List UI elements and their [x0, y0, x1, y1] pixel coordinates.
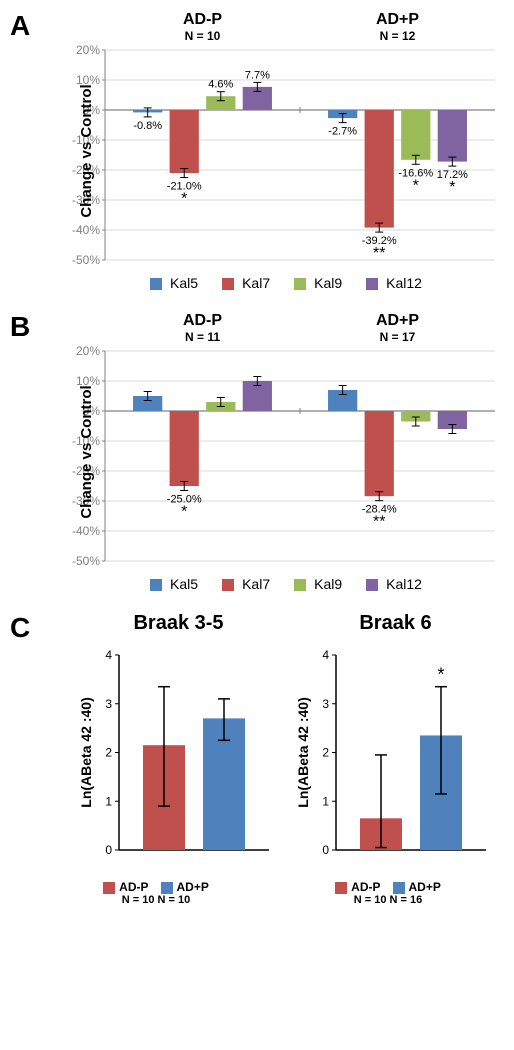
svg-text:N = 12: N = 12	[380, 29, 416, 43]
svg-text:**: **	[373, 514, 385, 531]
svg-text:N = 10: N = 10	[185, 29, 221, 43]
svg-text:*: *	[449, 179, 455, 196]
svg-text:AD+P: AD+P	[376, 11, 419, 28]
svg-text:N = 11: N = 11	[185, 330, 220, 344]
svg-text:4.6%: 4.6%	[208, 79, 233, 91]
svg-text:AD-P: AD-P	[183, 312, 222, 329]
panel-c-svg-0: 0 1 2 3 4 Ln(ABeta 42 :40)	[79, 640, 279, 870]
svg-text:20%: 20%	[76, 344, 100, 358]
svg-text:N = 17: N = 17	[380, 330, 416, 344]
svg-text:*: *	[181, 504, 187, 521]
svg-text:0: 0	[322, 843, 329, 857]
panel-c-title-1: Braak 6	[296, 612, 496, 635]
panel-b: B Change vs Control -50%-40%-30%-20%-10%…	[10, 311, 504, 592]
panel-a: A Change vs Control -50%-40%-30%-20%-10%…	[10, 10, 504, 291]
panel-a-ylabel: Change vs Control	[78, 84, 95, 217]
panel-c-sub-0: Braak 3-5 0 1 2 3 4 Ln(ABeta 42 :40)	[79, 612, 279, 875]
panel-a-letter: A	[10, 10, 30, 42]
panel-a-legend: Kal5 Kal7 Kal9 Kal12	[60, 275, 504, 291]
panel-a-svg: -50%-40%-30%-20%-10%0%10%20%AD-PN = 10-0…	[60, 10, 500, 270]
legend-item-kal9: Kal9	[286, 576, 342, 592]
panel-c-letter: C	[10, 612, 30, 644]
svg-text:1: 1	[322, 794, 329, 808]
panel-c-title-0: Braak 3-5	[79, 612, 279, 635]
svg-text:*: *	[181, 191, 187, 208]
svg-text:AD-P: AD-P	[183, 11, 222, 28]
panel-c-legend-group: AD-PAD+PN = 10 N = 16	[329, 879, 447, 906]
panel-b-chart: Change vs Control -50%-40%-30%-20%-10%0%…	[60, 311, 504, 592]
legend-item-kal9: Kal9	[286, 275, 342, 291]
panel-b-letter: B	[10, 311, 30, 343]
panel-c-legend: AD-PAD+PN = 10 N = 10 AD-PAD+PN = 10 N = …	[40, 879, 504, 906]
svg-text:1: 1	[105, 794, 112, 808]
panel-c-chart: Braak 3-5 0 1 2 3 4 Ln(ABeta 42 :40) Braak 6 0 1 2…	[40, 612, 504, 906]
panel-c-sub-1: Braak 6 0 1 2 3 4 Ln(ABeta 42 :40) *	[296, 612, 496, 875]
svg-text:7.7%: 7.7%	[245, 69, 270, 81]
legend-item-kal12: Kal12	[358, 576, 422, 592]
panel-c-svg-1: 0 1 2 3 4 Ln(ABeta 42 :40) *	[296, 640, 496, 870]
panel-b-ylabel: Change vs Control	[78, 385, 95, 518]
svg-text:Ln(ABeta 42 :40): Ln(ABeta 42 :40)	[79, 697, 94, 807]
svg-text:4: 4	[105, 648, 112, 662]
panel-b-svg: -50%-40%-30%-20%-10%0%10%20%AD-PN = 11-2…	[60, 311, 500, 571]
panel-c-legend-group: AD-PAD+PN = 10 N = 10	[97, 879, 215, 906]
svg-text:-50%: -50%	[72, 554, 100, 568]
svg-text:**: **	[373, 245, 385, 262]
svg-text:-50%: -50%	[72, 253, 100, 267]
legend-item-kal7: Kal7	[214, 576, 270, 592]
legend-item-kal5: Kal5	[142, 576, 198, 592]
svg-text:AD+P: AD+P	[376, 312, 419, 329]
svg-text:4: 4	[322, 648, 329, 662]
svg-text:-40%: -40%	[72, 524, 100, 538]
panel-c: C Braak 3-5 0 1 2 3 4 Ln(ABeta 42 :40) Braak 6 0…	[10, 612, 504, 906]
svg-text:2: 2	[105, 746, 112, 760]
legend-item-kal12: Kal12	[358, 275, 422, 291]
svg-text:2: 2	[322, 746, 329, 760]
svg-text:3: 3	[105, 697, 112, 711]
legend-item-kal7: Kal7	[214, 275, 270, 291]
svg-text:3: 3	[322, 697, 329, 711]
svg-text:20%: 20%	[76, 43, 100, 57]
svg-text:*: *	[437, 665, 444, 685]
svg-text:Ln(ABeta 42 :40): Ln(ABeta 42 :40)	[296, 697, 311, 807]
svg-text:-2.7%: -2.7%	[328, 126, 357, 138]
svg-text:-40%: -40%	[72, 223, 100, 237]
panel-a-chart: Change vs Control -50%-40%-30%-20%-10%0%…	[60, 10, 504, 291]
svg-text:-0.8%: -0.8%	[133, 120, 162, 132]
legend-item-kal5: Kal5	[142, 275, 198, 291]
svg-text:*: *	[413, 177, 419, 194]
svg-text:0: 0	[105, 843, 112, 857]
panel-b-legend: Kal5 Kal7 Kal9 Kal12	[60, 576, 504, 592]
